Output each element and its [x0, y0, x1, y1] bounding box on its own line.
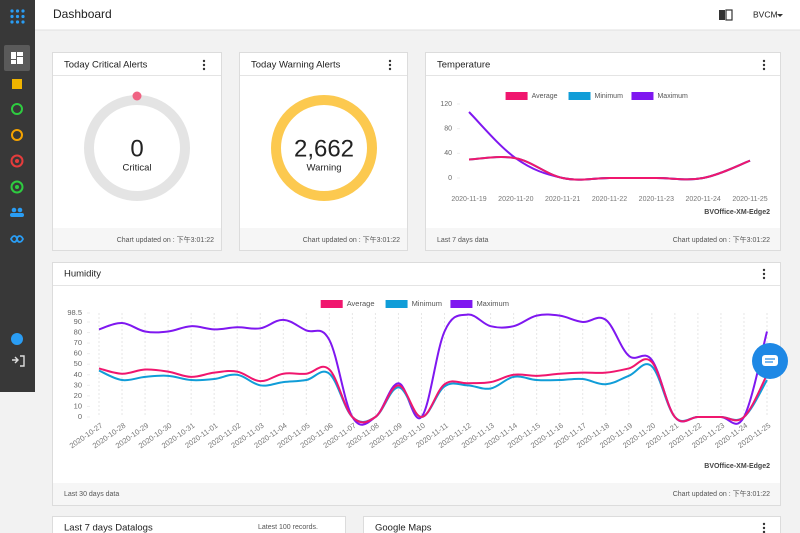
y-tick-label: 98.5: [67, 308, 82, 317]
nav-reports[interactable]: [12, 79, 22, 89]
y-tick-label: 20: [74, 391, 82, 400]
card-title: Google Maps: [375, 523, 432, 533]
book-left: [719, 10, 725, 20]
legend-label: Average: [532, 93, 558, 100]
nav-timer[interactable]: [11, 129, 23, 141]
x-tick-label: 2020-11-24: [686, 196, 721, 203]
book-right: [725, 9, 733, 21]
chat-button[interactable]: [752, 343, 788, 379]
page-title: Dashboard: [53, 7, 112, 21]
y-tick-label: 30: [74, 380, 82, 389]
series-line: [468, 156, 751, 181]
y-tick-label: 70: [74, 338, 82, 347]
card-title: Last 7 days Datalogs: [64, 523, 153, 533]
warning-count: 2,662: [294, 135, 354, 162]
kebab-menu[interactable]: [762, 59, 766, 71]
records-note: Latest 100 records.: [258, 524, 318, 531]
legend-label: Maximum: [476, 299, 509, 308]
nav-target[interactable]: [10, 154, 24, 168]
kebab-menu[interactable]: [202, 59, 206, 71]
user-menu[interactable]: BVCM: [753, 9, 778, 19]
x-tick-label: 2020-11-22: [592, 196, 627, 203]
temperature-card: [425, 52, 781, 251]
datalogs-card: [52, 516, 346, 533]
kebab-menu[interactable]: [762, 522, 766, 533]
nav-users[interactable]: [10, 207, 24, 217]
maps-card: [363, 516, 781, 533]
nav-logout[interactable]: [12, 355, 25, 367]
range-note: Last 30 days data: [64, 491, 119, 498]
nav-status[interactable]: [11, 103, 23, 115]
x-tick-label: 2020-11-21: [545, 196, 580, 203]
kebab-menu[interactable]: [388, 59, 392, 71]
legend-label: Minimum: [595, 93, 624, 100]
warning-card: [239, 52, 408, 251]
warning-label: Warning: [306, 163, 341, 174]
card-title: Today Critical Alerts: [64, 60, 148, 71]
legend-swatch: [505, 92, 528, 100]
chat-icon: [762, 355, 778, 366]
nav-integrations[interactable]: [9, 235, 25, 243]
legend-label: Minimum: [412, 299, 442, 308]
y-tick-label: 0: [78, 412, 82, 421]
updated-time: Chart updated on : 下午3:01:22: [673, 235, 770, 244]
card-footer: [426, 228, 780, 250]
legend-swatch: [450, 300, 473, 308]
book-icon[interactable]: [719, 9, 733, 21]
updated-time: Chart updated on : 下午3:01:22: [117, 235, 214, 244]
legend-swatch: [631, 92, 654, 100]
legend-swatch: [320, 300, 343, 308]
x-tick-label: 2020-11-23: [639, 196, 674, 203]
x-tick-label: 2020-11-19: [451, 196, 486, 203]
y-tick-label: 10: [74, 401, 82, 410]
critical-count: 0: [130, 135, 143, 162]
humidity-card: [52, 262, 781, 506]
updated-time: Chart updated on : 下午3:01:22: [303, 235, 400, 244]
chart-source: BVOffice-XM-Edge2: [704, 463, 770, 470]
x-tick-label: 2020-11-20: [498, 196, 533, 203]
critical-label: Critical: [122, 163, 151, 174]
critical-indicator: [132, 91, 142, 101]
card-footer: [53, 483, 780, 505]
legend-swatch: [568, 92, 591, 100]
header: [0, 0, 800, 30]
caret: [777, 14, 783, 17]
kebab-menu[interactable]: [762, 268, 766, 280]
card-menus: [202, 59, 766, 533]
y-tick-label: 0: [448, 175, 452, 182]
y-tick-label: 120: [440, 101, 452, 108]
card-footer: [240, 228, 407, 250]
series-line: [98, 358, 768, 424]
legend-label: Maximum: [657, 93, 688, 100]
critical-card: [52, 52, 222, 251]
y-tick-label: 80: [444, 126, 452, 133]
nav-dashboard: [11, 52, 23, 64]
card-footer: [53, 228, 221, 250]
y-tick-label: 50: [74, 359, 82, 368]
legend-swatch: [385, 300, 408, 308]
x-tick-label: 2020-11-25: [732, 196, 767, 203]
apps-icon[interactable]: [10, 9, 25, 24]
y-tick-label: 60: [74, 349, 82, 358]
y-tick-label: 90: [74, 317, 82, 326]
range-note: Last 7 days data: [437, 237, 488, 244]
updated-time: Chart updated on : 下午3:01:22: [673, 489, 770, 498]
card-title: Today Warning Alerts: [251, 60, 341, 71]
y-tick-label: 40: [74, 370, 82, 379]
card-title: Humidity: [64, 269, 101, 280]
nav-device[interactable]: [10, 180, 24, 194]
chart-source: BVOffice-XM-Edge2: [704, 209, 770, 216]
warning-ring: [271, 95, 377, 201]
legend-label: Average: [347, 299, 375, 308]
nav-target-dot: [15, 159, 19, 163]
y-tick-label: 80: [74, 328, 82, 337]
card-title: Temperature: [437, 60, 490, 71]
y-tick-label: 40: [444, 150, 452, 157]
nav-profile[interactable]: [11, 333, 23, 345]
nav-device-dot: [15, 185, 19, 189]
